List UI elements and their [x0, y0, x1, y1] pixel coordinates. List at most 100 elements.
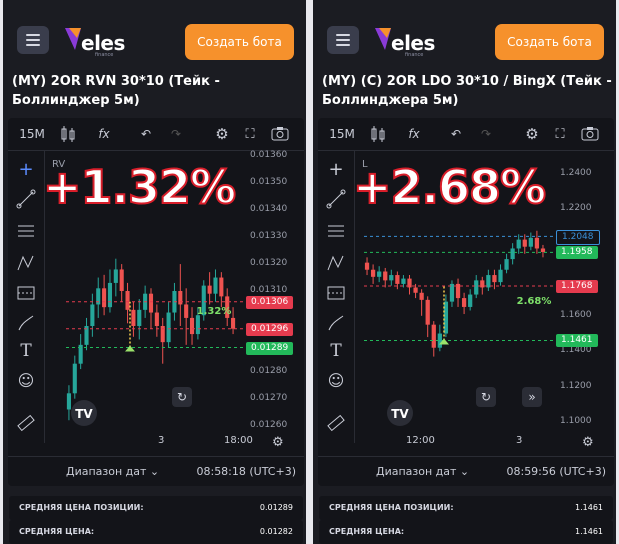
candle-body	[72, 363, 77, 394]
interval-button[interactable]: 15M	[19, 127, 45, 141]
settings-gear-icon[interactable]: ⚙	[215, 125, 229, 143]
svg-text:↻: ↻	[481, 390, 491, 404]
time-axis[interactable]: 12:00 3 ⚙	[356, 431, 614, 451]
candle-body	[498, 269, 503, 283]
text-tool-icon[interactable]: T	[20, 341, 32, 361]
price-tick: 0.01360	[250, 150, 288, 161]
axis-settings-gear-icon[interactable]: ⚙	[272, 435, 284, 450]
app-header: eles finance Создать бота	[3, 0, 306, 62]
date-range-selector[interactable]: Диапазон дат ⌄	[66, 465, 160, 478]
crosshair-icon[interactable]: +	[328, 159, 344, 180]
brush-icon[interactable]	[326, 313, 346, 333]
candles-icon[interactable]	[58, 124, 78, 144]
brush-icon[interactable]	[16, 313, 36, 333]
candle-body	[419, 292, 424, 300]
price-tick: 0.01350	[250, 177, 288, 188]
time-label: 12:00	[406, 435, 435, 446]
price-tick: 1.2200	[560, 203, 592, 214]
fullscreen-icon[interactable]: ⛶	[245, 126, 255, 142]
stat-row: СРЕДНЯЯ ЦЕНА: 1.1461	[319, 520, 613, 544]
undo-icon[interactable]: ↶	[140, 127, 152, 141]
emoji-icon[interactable]: ☺	[17, 371, 35, 390]
trendline-icon[interactable]	[16, 189, 36, 209]
candle-body	[66, 393, 71, 410]
candle-body	[540, 248, 546, 253]
candle-body	[528, 237, 533, 247]
candle-body	[486, 275, 491, 288]
candlestick-plot[interactable]: RV 1.32% TV ↻	[46, 151, 246, 431]
candle-body	[431, 324, 436, 348]
profit-percent-overlay: +1.32%	[42, 159, 237, 215]
candles-icon[interactable]	[368, 124, 388, 144]
price-tick: 1.1600	[560, 309, 592, 320]
candlestick-plot[interactable]: L 2.68% TV ↻ »	[356, 151, 556, 431]
price-badge: 1.1958	[556, 246, 598, 260]
menu-icon[interactable]	[327, 26, 359, 54]
fullscreen-icon[interactable]: ⛶	[555, 126, 565, 142]
candle-body	[184, 304, 189, 318]
candle-body	[119, 269, 124, 291]
svg-text:↻: ↻	[177, 390, 187, 404]
create-bot-button[interactable]: Создать бота	[495, 24, 604, 60]
date-range-selector[interactable]: Диапазон дат ⌄	[376, 465, 470, 478]
candle-body	[84, 326, 89, 345]
price-tick: 1.1200	[560, 380, 592, 391]
fib-icon[interactable]	[326, 221, 346, 241]
create-bot-button[interactable]: Создать бота	[185, 24, 294, 60]
ruler-icon[interactable]	[326, 413, 346, 433]
time-label: 18:00	[224, 435, 253, 446]
time-label: 3	[158, 435, 165, 446]
candle-body	[219, 277, 224, 297]
indicators-icon[interactable]: fx	[98, 127, 110, 141]
price-tick: 1.1400	[560, 345, 592, 356]
logo-text: eles	[81, 31, 125, 55]
candle-body	[468, 294, 473, 307]
candle-body	[395, 275, 400, 284]
crosshair-icon[interactable]: +	[18, 159, 34, 180]
candle-body	[516, 239, 521, 249]
candle-body	[437, 333, 442, 348]
fib-icon[interactable]	[16, 221, 36, 241]
forecast-icon[interactable]	[326, 283, 346, 303]
axis-settings-gear-icon[interactable]: ⚙	[582, 435, 594, 450]
stat-row: СРЕДНЯЯ ЦЕНА: 0.01282	[9, 520, 303, 544]
menu-icon[interactable]	[17, 26, 49, 54]
app-header: eles finance Создать бота	[313, 0, 616, 62]
candle-body	[534, 237, 540, 249]
price-tick: 0.01280	[250, 365, 288, 376]
price-axis[interactable]: 1.2400 1.2200 1.1600 1.1400 1.1200 1.1000 1.20…	[556, 151, 614, 431]
time-label: 3	[516, 435, 523, 446]
trendline-icon[interactable]	[326, 189, 346, 209]
settings-gear-icon[interactable]: ⚙	[525, 125, 539, 143]
candle-body	[137, 309, 142, 326]
interval-button[interactable]: 15M	[329, 127, 355, 141]
stat-row: СРЕДНЯЯ ЦЕНА ПОЗИЦИИ: 0.01289	[9, 496, 303, 520]
redo-icon[interactable]: ↷	[480, 127, 492, 141]
indicators-icon[interactable]: fx	[408, 127, 420, 141]
time-axis[interactable]: 3 18:00 ⚙	[46, 431, 304, 451]
symbol-label: L	[362, 159, 368, 170]
camera-icon[interactable]	[580, 124, 600, 144]
text-tool-icon[interactable]: T	[330, 341, 342, 361]
ruler-icon[interactable]	[16, 413, 36, 433]
chart-clock: 08:59:56 (UTC+3)	[506, 465, 606, 478]
bot-panel-right: eles finance Создать бота (MY) (C) 2OR L…	[313, 0, 616, 544]
candle-body	[480, 280, 485, 288]
pattern-icon[interactable]	[326, 253, 346, 273]
reset-chart-icon: ↻	[172, 387, 192, 407]
candle-body	[148, 293, 154, 313]
entry-arrow	[125, 345, 135, 352]
candle-body	[425, 299, 430, 325]
tradingview-logo-icon: TV	[71, 400, 97, 426]
price-axis[interactable]: 0.01360 0.01350 0.01340 0.01330 0.01320 0.013…	[246, 150, 304, 431]
undo-icon[interactable]: ↶	[450, 127, 462, 141]
camera-icon[interactable]	[270, 124, 290, 144]
price-tick: 1.2400	[560, 168, 592, 179]
redo-icon[interactable]: ↷	[170, 127, 182, 141]
pattern-icon[interactable]	[16, 253, 36, 273]
candle-body	[389, 275, 394, 281]
price-badge: 1.1768	[556, 280, 598, 294]
forecast-icon[interactable]	[16, 283, 36, 303]
range-bar: Диапазон дат ⌄ 08:59:56 (UTC+3)	[318, 456, 614, 485]
emoji-icon[interactable]: ☺	[327, 371, 345, 390]
